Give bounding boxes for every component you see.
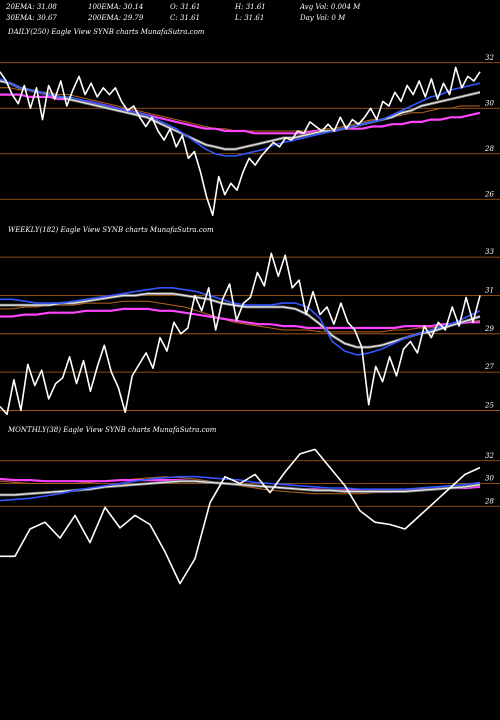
monthly-panel-title: MONTHLY(38) Eagle View SYNB charts Munaf… [8, 426, 217, 434]
monthly-tick-label: 30 [485, 475, 494, 483]
daily-tick-label: 30 [485, 99, 494, 107]
weekly-series-price [0, 252, 481, 416]
daily-series-30ema [0, 80, 481, 150]
weekly-tick-label: 27 [484, 363, 494, 371]
header-20ema: 20EMA: 31.08 [6, 3, 57, 11]
header-day-vol: Day Vol: 0 M [300, 14, 346, 22]
daily-tick-label: 32 [485, 54, 494, 62]
header-30ema: 30EMA: 30.67 [6, 14, 57, 22]
weekly-series-200ema [0, 307, 480, 330]
header-200ema: 200EMA: 29.79 [88, 14, 144, 22]
weekly-series-30ema [0, 293, 481, 348]
monthly-series-price [0, 448, 481, 585]
header-high: H: 31.61 [235, 3, 266, 11]
weekly-series-20ema [0, 286, 481, 356]
weekly-tick-label: 33 [485, 248, 494, 256]
monthly-tick-label: 28 [484, 497, 494, 505]
monthly-panel: 32 30 28 [0, 448, 500, 585]
header-100ema: 100EMA: 30.14 [88, 3, 144, 11]
weekly-panel-title: WEEKLY(182) Eagle View SYNB charts Munaf… [8, 226, 214, 234]
weekly-tick-label: 25 [484, 401, 494, 409]
weekly-panel: 33 31 29 27 25 [0, 248, 500, 416]
header-close: C: 31.61 [170, 14, 200, 22]
header-avg-vol: Avg Vol: 0.004 M [300, 3, 361, 11]
daily-panel: 32 30 28 26 [0, 54, 500, 216]
daily-tick-label: 28 [484, 145, 494, 153]
weekly-series-100ema [0, 300, 481, 333]
header-low: L: 31.61 [235, 14, 265, 22]
weekly-tick-label: 31 [485, 286, 494, 294]
daily-panel-title: DAILY(250) Eagle View SYNB charts Munafa… [8, 28, 205, 36]
header-open: O: 31.61 [170, 3, 201, 11]
daily-series-20ema [0, 77, 481, 157]
monthly-series-20ema [0, 475, 481, 502]
monthly-tick-label: 32 [485, 452, 494, 460]
daily-series-price [0, 66, 481, 216]
weekly-tick-label: 29 [484, 325, 494, 333]
daily-tick-label: 26 [484, 190, 494, 198]
